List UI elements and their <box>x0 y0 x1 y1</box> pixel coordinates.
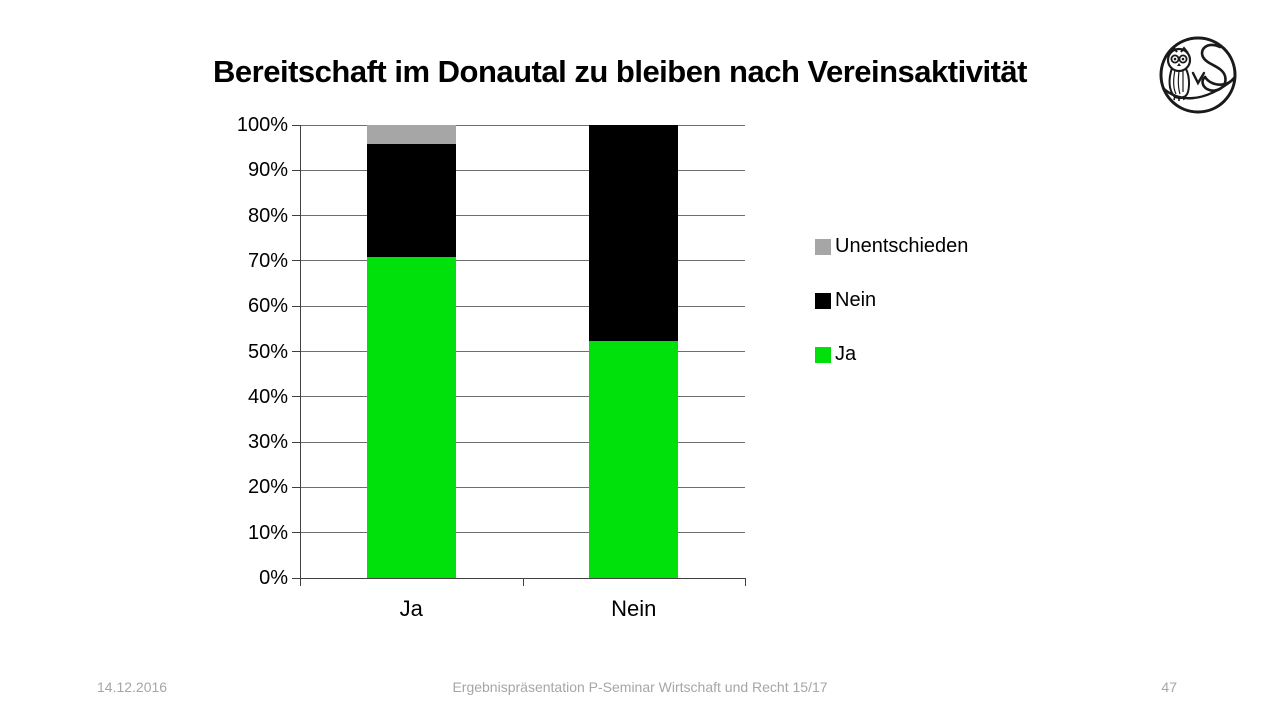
legend-item-unentschieden: Unentschieden <box>815 235 969 257</box>
gridline <box>300 124 745 126</box>
y-axis-tick-label: 20% <box>247 476 288 499</box>
bar-segment-ja-ja <box>366 257 456 578</box>
gridline <box>300 260 745 262</box>
gridline <box>300 396 745 398</box>
y-axis-tick-label: 30% <box>247 431 288 454</box>
gridline <box>300 486 745 488</box>
y-axis-tick-label: 10% <box>247 521 288 544</box>
chart-legend: Unentschieden Nein Ja <box>815 235 969 400</box>
y-axis-tick <box>292 305 300 307</box>
y-axis-tick-label: 40% <box>247 385 288 408</box>
logo-circle <box>1159 36 1237 114</box>
bar-segment-ja-unentschieden <box>366 125 456 145</box>
y-axis-tick-label: 60% <box>247 295 288 318</box>
y-axis-tick <box>292 441 300 443</box>
slide-title: Bereitschaft im Donautal zu bleiben nach… <box>213 54 1027 89</box>
y-axis-tick <box>292 124 300 126</box>
legend-item-nein: Nein <box>815 289 968 311</box>
legend-label: Ja <box>835 343 857 365</box>
y-axis-tick-label: 70% <box>247 249 288 272</box>
slide-footer: 14.12.2016 Ergebnispräsentation P-Semina… <box>0 679 1280 701</box>
legend-label: Nein <box>835 289 877 311</box>
legend-swatch-icon <box>815 238 831 255</box>
y-axis-tick <box>292 396 300 398</box>
gridline <box>300 169 745 171</box>
x-axis-tick <box>522 578 524 586</box>
y-axis-tick-label: 90% <box>247 159 288 182</box>
y-axis-tick <box>292 260 300 262</box>
y-axis-tick <box>292 351 300 352</box>
school-logo <box>1148 30 1248 120</box>
y-axis-tick-label: 100% <box>236 114 288 136</box>
footer-page-number: 47 <box>1161 679 1177 695</box>
y-axis-tick-label: 0% <box>259 567 288 589</box>
y-axis-tick-label: 80% <box>247 204 288 227</box>
gridline <box>300 215 745 217</box>
x-axis-tick <box>745 578 746 586</box>
y-axis-tick <box>292 215 300 217</box>
legend-swatch-icon <box>815 346 831 363</box>
y-axis-tick <box>292 169 300 171</box>
footer-date: 14.12.2016 <box>97 679 168 695</box>
legend-label: Unentschieden <box>835 235 969 257</box>
y-axis-tick <box>292 577 300 579</box>
legend-swatch-icon <box>815 292 831 309</box>
gridline <box>300 532 745 534</box>
bar-segment-ja-nein <box>366 144 456 258</box>
bar-segment-nein-ja <box>589 340 679 578</box>
footer-title: Ergebnispräsentation P-Seminar Wirtschaf… <box>452 679 828 695</box>
y-axis-tick-label: 50% <box>247 340 288 363</box>
x-axis-category-label: Nein <box>611 596 657 621</box>
x-axis-category-label: Ja <box>399 596 423 621</box>
y-axis-tick <box>292 532 300 534</box>
bar-segment-nein-nein <box>589 125 679 341</box>
x-axis-tick <box>300 578 301 586</box>
gridline <box>300 305 745 307</box>
owl-icon <box>1166 46 1192 101</box>
y-axis-tick <box>292 486 300 488</box>
y-axis <box>300 125 301 579</box>
gridline <box>300 351 745 352</box>
logo-branch <box>1161 71 1236 100</box>
legend-item-ja: Ja <box>815 343 968 365</box>
gridline <box>300 441 745 443</box>
